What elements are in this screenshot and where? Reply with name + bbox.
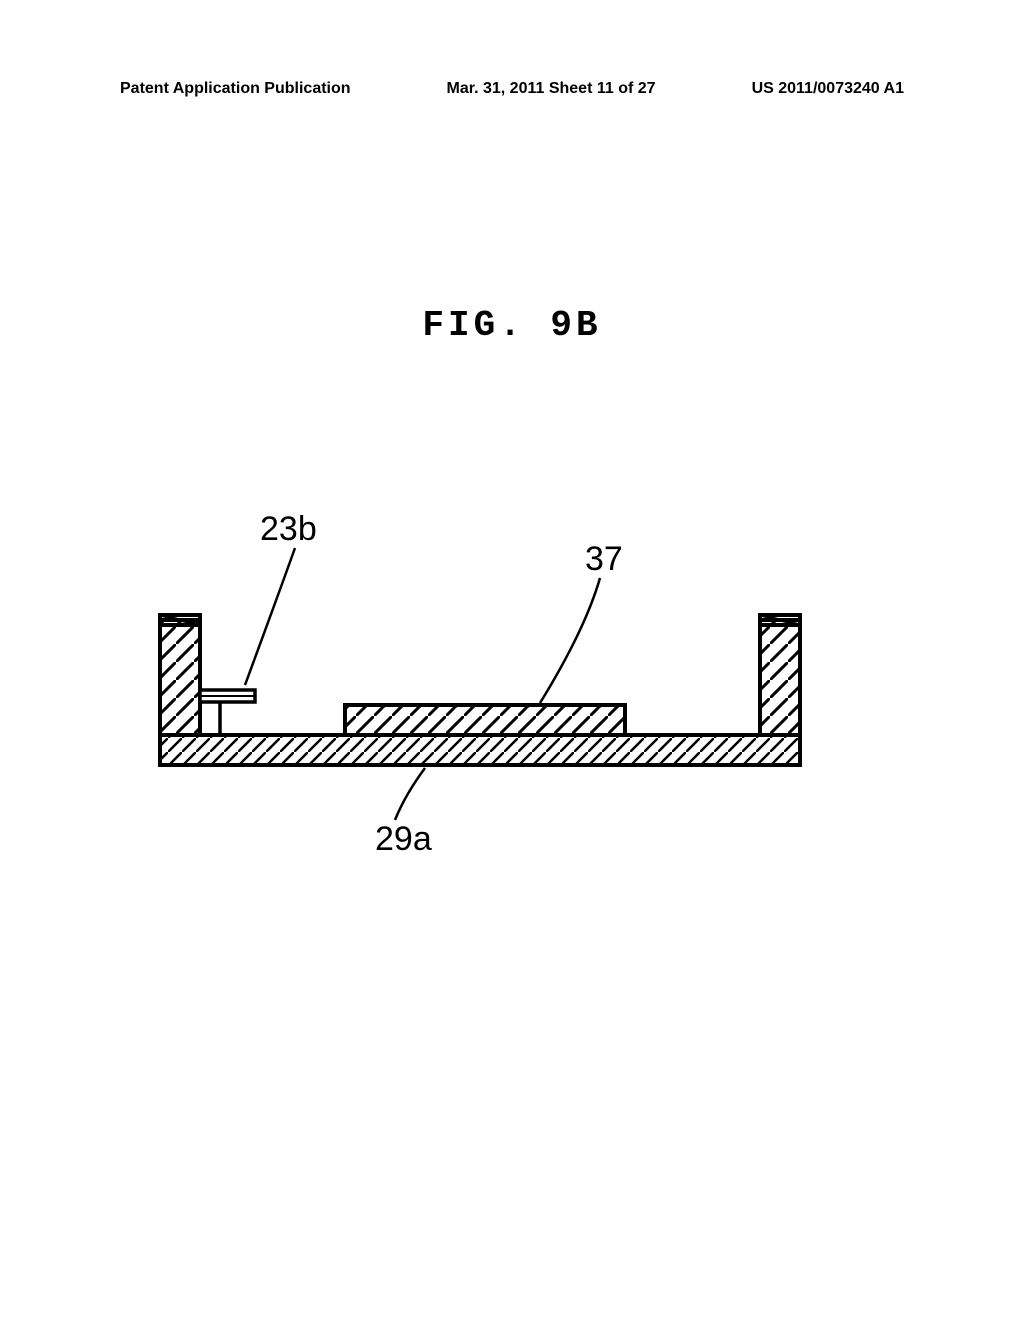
header-center: Mar. 31, 2011 Sheet 11 of 27: [447, 80, 656, 98]
cross-section-diagram: [140, 500, 840, 900]
diagram-container: 23b 37 29a: [140, 500, 840, 900]
header-right: US 2011/0073240 A1: [752, 80, 904, 98]
patent-header: Patent Application Publication Mar. 31, …: [0, 80, 1024, 98]
header-left: Patent Application Publication: [120, 80, 351, 98]
figure-title: FIG. 9B: [422, 305, 601, 346]
